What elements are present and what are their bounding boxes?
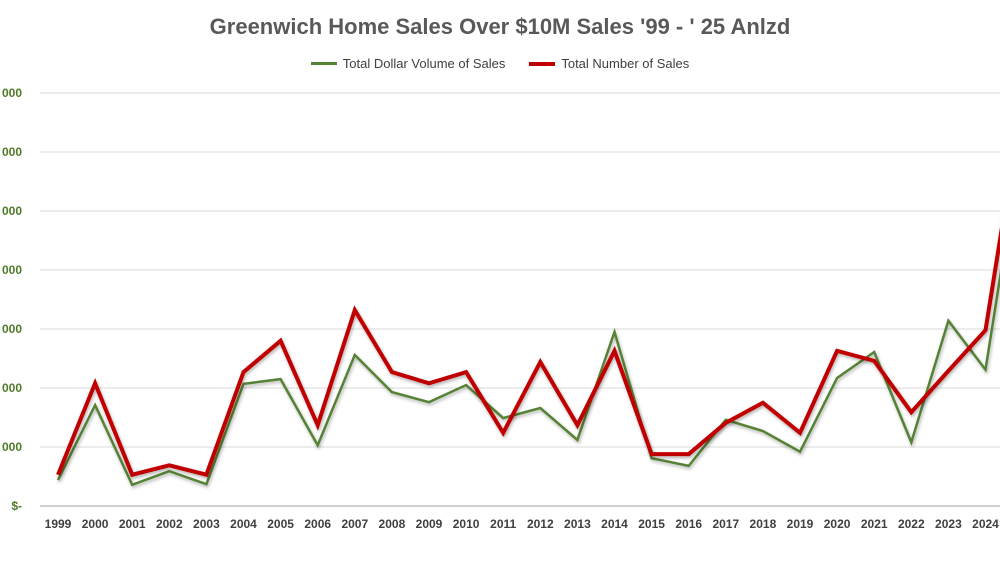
y-tick-label: 000 [2, 204, 22, 218]
x-tick-label: 2019 [787, 517, 814, 531]
x-tick-label: 2023 [935, 517, 962, 531]
legend-swatch [529, 61, 556, 66]
x-tick-label: 2010 [453, 517, 480, 531]
x-tick-label: 2000 [82, 517, 109, 531]
y-tick-label: 000 [2, 440, 22, 454]
x-tick-label: 2001 [119, 517, 146, 531]
y-tick-label: 000 [2, 145, 22, 159]
x-tick-label: 2017 [712, 517, 739, 531]
x-tick-label: 2011 [490, 517, 516, 531]
x-tick-label: 2015 [638, 517, 665, 531]
series-line-number-of-sales [56, 227, 1000, 478]
y-tick-label: 000 [2, 86, 22, 100]
x-tick-label: 2012 [527, 517, 554, 531]
x-tick-label: 2008 [379, 517, 406, 531]
x-tick-label: 2013 [564, 517, 591, 531]
x-tick-label: 2009 [416, 517, 443, 531]
legend-item-dollar-volume: Total Dollar Volume of Sales [310, 56, 506, 71]
x-tick-label: 2014 [601, 517, 628, 531]
x-tick-label: 2018 [750, 517, 777, 531]
x-tick-label: 2007 [341, 517, 368, 531]
x-tick-label: 2006 [304, 517, 331, 531]
series-line-dollar-volume [56, 269, 1000, 487]
x-tick-label: 2005 [267, 517, 294, 531]
x-tick-label: 2016 [675, 517, 702, 531]
x-tick-label: 2024 [972, 517, 999, 531]
chart-title: Greenwich Home Sales Over $10M Sales '99… [209, 14, 791, 39]
legend-item-number-of-sales: Total Number of Sales [529, 56, 689, 71]
x-tick-label: 2020 [824, 517, 851, 531]
legend: Total Dollar Volume of Sales Total Numbe… [0, 56, 1000, 71]
x-tick-label: 1999 [45, 517, 72, 531]
x-tick-label: 2002 [156, 517, 183, 531]
legend-swatch [310, 62, 337, 65]
x-tick-label: 2021 [861, 517, 888, 531]
x-tick-label: 2004 [230, 517, 257, 531]
x-tick-label: 2022 [898, 517, 925, 531]
legend-label: Total Dollar Volume of Sales [342, 56, 506, 71]
y-tick-label: 000 [2, 322, 22, 336]
y-tick-label: 000 [2, 381, 22, 395]
y-tick-label: 000 [2, 263, 22, 277]
legend-label: Total Number of Sales [561, 56, 690, 71]
y-tick-label: $- [11, 499, 22, 513]
x-tick-label: 2003 [193, 517, 220, 531]
